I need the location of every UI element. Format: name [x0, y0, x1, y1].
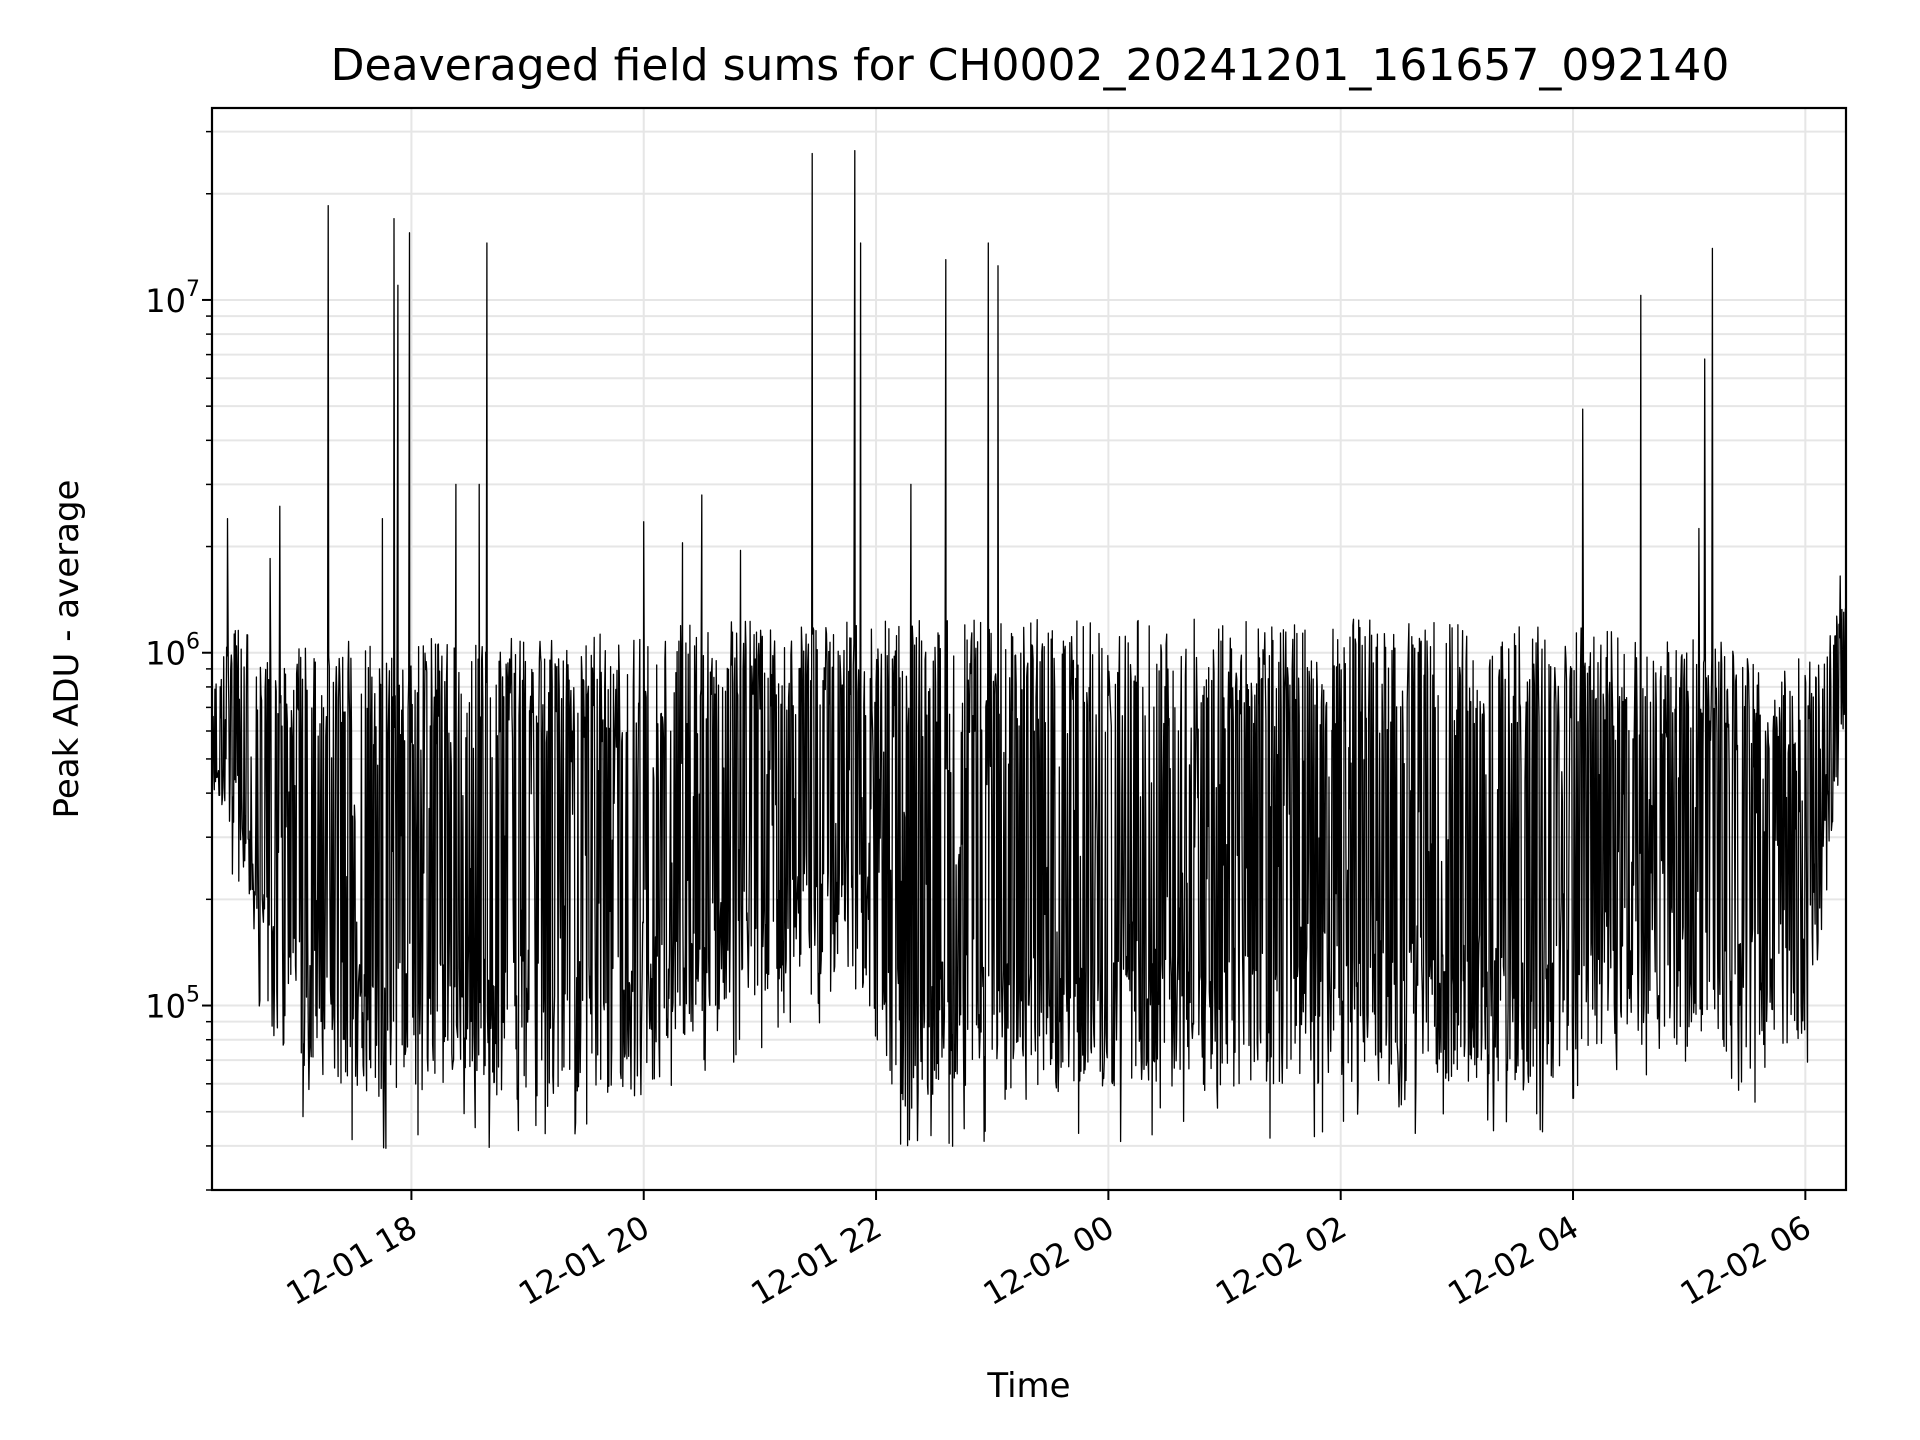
series-line: [212, 149, 1846, 1149]
series-path: [212, 149, 1846, 1149]
y-tick-label-base: 10: [145, 988, 186, 1026]
chart-title: Deaveraged field sums for CH0002_2024120…: [331, 40, 1730, 91]
x-axis-label: Time: [986, 1366, 1070, 1406]
y-tick-label-exponent: 6: [186, 630, 200, 655]
y-tick-label: 107: [145, 277, 200, 320]
y-tick-label: 106: [145, 630, 200, 673]
y-tick-label-exponent: 7: [186, 277, 200, 302]
plot-region: [212, 149, 1846, 1149]
y-axis-label: Peak ADU - average: [47, 480, 87, 819]
y-tick-label: 105: [145, 983, 200, 1026]
y-tick-label-base: 10: [145, 282, 186, 320]
y-tick-label-exponent: 5: [186, 983, 200, 1008]
plot-frame: [210, 106, 1848, 1192]
y-tick-label-base: 10: [145, 635, 186, 673]
